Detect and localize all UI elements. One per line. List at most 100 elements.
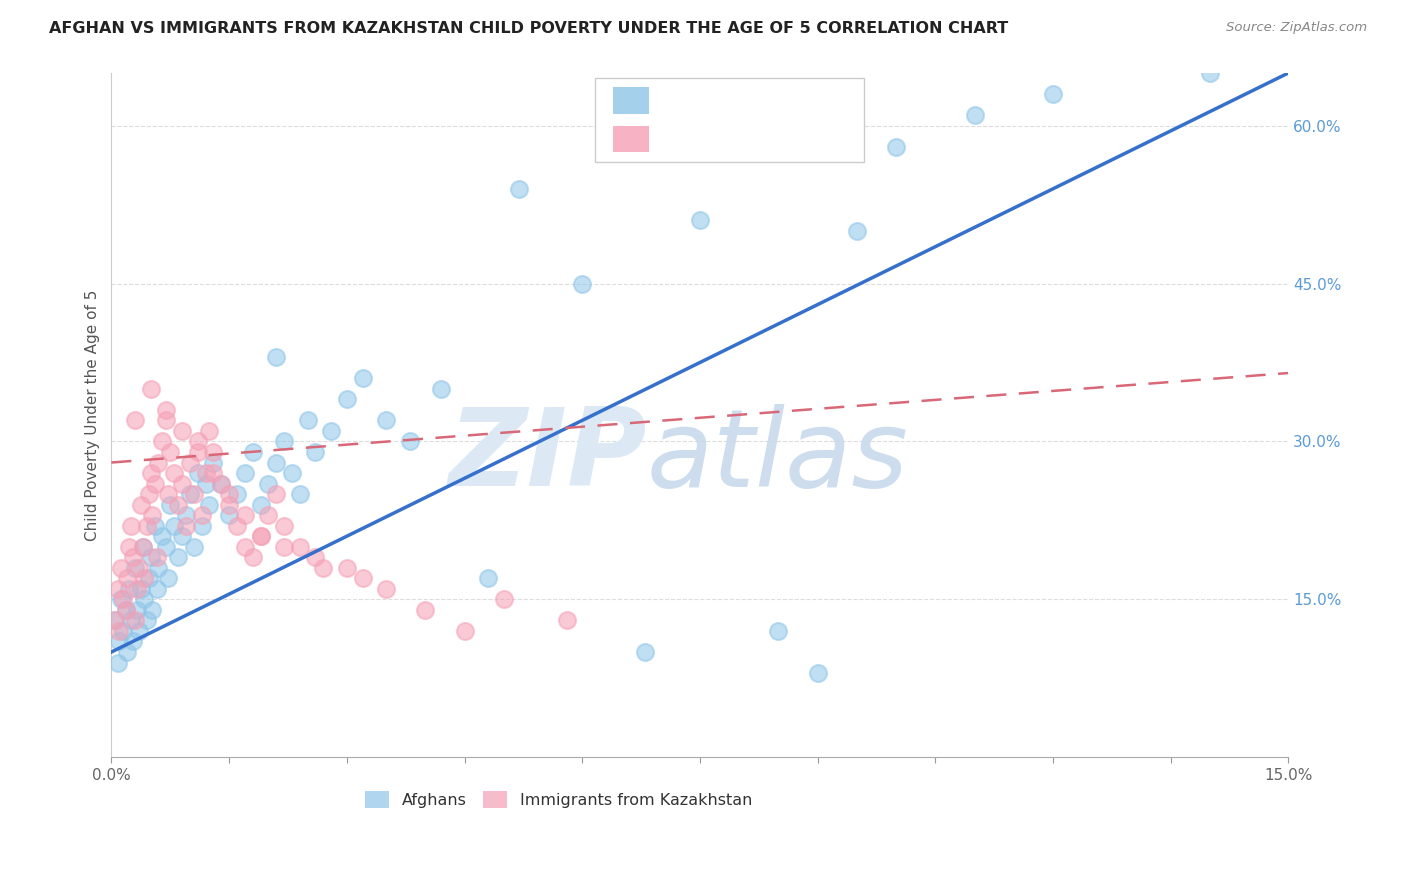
Point [134,592,156,607]
Legend: Afghans, Immigrants from Kazakhstan: Afghans, Immigrants from Kazakhstan [359,785,758,814]
Point [170,424,193,438]
Point [125,603,148,617]
Point [768,624,790,638]
Point [375,413,398,427]
Point [273,434,295,449]
Point [163,466,186,480]
Point [249,529,271,543]
Point [209,476,232,491]
Point [143,518,166,533]
Point [264,350,287,364]
Point [187,434,209,449]
Point [135,614,157,628]
Point [257,508,280,523]
Point [1199,66,1222,80]
Text: Source: ZipAtlas.com: Source: ZipAtlas.com [1226,21,1367,34]
Point [155,413,177,427]
Point [198,424,221,438]
Point [128,561,150,575]
Point [110,561,132,575]
Point [190,508,212,523]
Point [138,487,160,501]
Point [336,561,359,575]
Point [571,277,593,291]
Point [288,487,311,501]
Point [281,466,304,480]
Point [132,540,155,554]
Point [128,624,150,638]
Point [209,476,232,491]
Point [115,645,138,659]
Point [375,582,398,596]
Point [148,456,170,470]
Point [321,424,343,438]
Point [297,413,319,427]
Point [242,445,264,459]
Point [807,666,830,681]
Point [242,550,264,565]
Point [118,582,141,596]
Point [845,224,868,238]
Point [1042,87,1064,101]
Point [187,466,209,480]
Y-axis label: Child Poverty Under the Age of 5: Child Poverty Under the Age of 5 [86,289,100,541]
Point [689,213,711,227]
Point [114,603,136,617]
Point [132,540,155,554]
Point [273,540,295,554]
Point [453,624,475,638]
Point [249,529,271,543]
Point [124,413,146,427]
Point [963,108,986,122]
Point [226,518,249,533]
Point [174,508,197,523]
Point [104,614,127,628]
Point [152,434,174,449]
Point [118,540,141,554]
Point [218,487,240,501]
Point [159,498,181,512]
Point [492,592,515,607]
Point [336,392,359,407]
Point [141,603,163,617]
Point [226,487,249,501]
Point [115,571,138,585]
Point [202,466,225,480]
Point [194,476,217,491]
Point [110,592,132,607]
Point [122,634,145,648]
Point [107,582,129,596]
Point [170,476,193,491]
Point [114,603,136,617]
Point [304,445,326,459]
Point [233,540,256,554]
Point [198,498,221,512]
Point [138,571,160,585]
Point [183,540,205,554]
Point [202,445,225,459]
Point [124,561,146,575]
Point [508,182,530,196]
Point [129,582,152,596]
Point [124,614,146,628]
Point [146,550,169,565]
Point [148,561,170,575]
Text: AFGHAN VS IMMIGRANTS FROM KAZAKHSTAN CHILD POVERTY UNDER THE AGE OF 5 CORRELATIO: AFGHAN VS IMMIGRANTS FROM KAZAKHSTAN CHI… [49,21,1008,36]
Point [139,550,162,565]
Point [125,582,148,596]
Point [112,592,135,607]
Point [155,403,177,417]
Point [202,456,225,470]
Point [156,487,179,501]
Point [233,466,256,480]
Point [120,614,142,628]
Point [304,550,326,565]
Point [218,498,240,512]
Point [139,466,162,480]
Point [430,382,453,396]
Point [135,518,157,533]
Point [555,614,578,628]
Point [218,508,240,523]
Point [108,624,131,638]
Point [413,603,436,617]
